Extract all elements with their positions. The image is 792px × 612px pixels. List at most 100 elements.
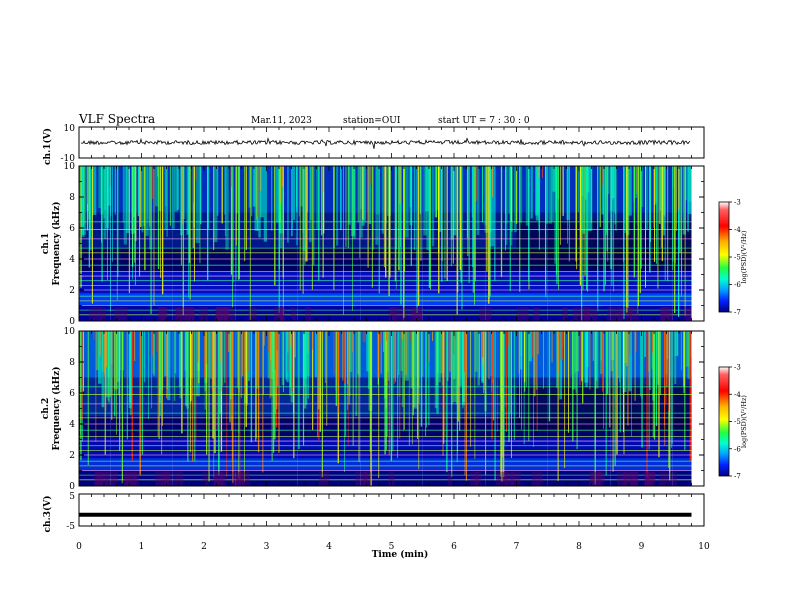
ch1-spectrogram-low-band-patch [248, 307, 257, 321]
ch2-spectrogram-low-band-patch [644, 472, 655, 486]
ch1-spectrogram-low-band-patch [157, 307, 168, 321]
ch1-spectrogram-low-band-patch [391, 307, 397, 321]
ch2-colorbar-tick-label: -4 [734, 391, 741, 399]
ch1-spectrogram-haze-strip [519, 166, 523, 223]
ch2-spectrogram-haze-strip [606, 331, 609, 395]
ch1-spectrogram-haze-strip [258, 166, 261, 238]
ch2-spectrogram-low-band-patch [94, 472, 104, 486]
ch3-ytick-top: 5 [69, 492, 75, 502]
ch2-spectrogram-low-band-patch [318, 472, 330, 486]
ch2-spectrogram-ytick-label: 0 [69, 482, 75, 492]
ch1-spectrogram-haze-strip [582, 166, 585, 234]
ch2-spectrogram-low-band-patch [355, 472, 368, 486]
start-ut-label: start UT = 7 : 30 : 0 [438, 116, 530, 126]
ch2-spectrogram-haze-strip [600, 331, 604, 374]
ch2-spectrogram-haze-strip [97, 331, 102, 384]
ch2-spectrogram-haze-strip [421, 331, 424, 377]
ch1-spectrogram-low-band-patch [280, 307, 285, 321]
ch2-spectrogram-haze-strip [128, 331, 132, 409]
x-tick-label: 0 [76, 542, 82, 552]
ch2-colorbar-label: log(PSD)(V²/Hz) [740, 395, 748, 448]
ch1-spectrogram-haze-strip [587, 166, 592, 232]
ch1-spectrogram-low-band-patch [216, 307, 230, 321]
ch1-spectrogram-low-band-patch [274, 307, 284, 321]
ch1-spectrogram-haze-strip [166, 166, 168, 237]
ch2-spectrogram-low-band-patch [616, 472, 631, 486]
figure-title: VLF Spectra [78, 112, 155, 126]
ch1-colorbar-tick-label: -7 [734, 309, 741, 317]
ch2-spectrogram-haze-strip [525, 331, 527, 387]
ch2-spectrogram-haze-strip [167, 331, 171, 401]
ch2-spectrogram-haze-strip [458, 331, 463, 386]
ch2-spectrogram-haze-strip [455, 331, 458, 405]
ch1-spectrogram-low-band-patch [290, 307, 296, 321]
x-axis-title: Time (min) [372, 549, 429, 560]
ch2-spectrogram-haze-strip [195, 331, 200, 397]
ch2-spectrogram-low-band-patch [362, 472, 372, 486]
ch2-spectrogram-haze-strip [179, 331, 182, 399]
ch2-spectrogram-low-band-patch [155, 472, 164, 486]
ch2-spectrogram-haze-strip [255, 331, 260, 389]
ch1-spectrogram-low-band-patch [174, 307, 182, 321]
ch1-spectrogram-ytick-label: 8 [69, 193, 75, 203]
ch1-spectrogram-haze-strip [684, 166, 688, 201]
ch2-spectrogram-low-band-patch [623, 472, 628, 486]
ch1-spectrogram-haze-strip [368, 166, 372, 225]
ch1-spectrogram-haze-strip [104, 166, 107, 218]
ch1-spectrogram-low-band-patch [408, 307, 423, 321]
ch2-spectrogram-low-band-patch [129, 472, 139, 486]
ch1-spectrogram-haze-strip [263, 166, 267, 242]
ch2-spectrogram-haze-strip [159, 331, 163, 417]
ch1-spectrogram-haze-strip [351, 166, 355, 237]
ch2-spectrogram-haze-strip [143, 331, 146, 383]
ch2-spectrogram-haze-strip [101, 331, 105, 408]
ch1-spectrogram-haze-strip [654, 166, 658, 203]
ch2-spectrogram-low-band-patch [105, 472, 113, 486]
ch2-spectrogram-haze-strip [652, 331, 656, 401]
ch2-spectrogram-low-band-patch [532, 472, 543, 486]
ch1-spectrogram-low-band-patch [184, 307, 196, 321]
ch2-spectrogram-haze-strip [559, 331, 563, 400]
ch1-spectrogram-low-band-patch [159, 307, 167, 321]
ch2-spectrogram-haze-strip [628, 331, 632, 392]
ch1-spectrogram-haze-strip [176, 166, 180, 210]
ch1-spectrogram-low-band-patch [628, 307, 639, 321]
ch1-spectrogram-haze-strip [645, 166, 649, 230]
ch1-spectrogram-haze-strip [126, 166, 130, 234]
ch1-spectrogram-haze-strip [525, 166, 530, 226]
ch2-spectrogram-haze-strip [617, 331, 620, 379]
ch1-spectrogram-haze-strip [413, 166, 416, 251]
ch2-spectrogram-low-band-patch [645, 472, 656, 486]
ch1-spectrogram-haze-strip [300, 166, 303, 207]
ch2-spectrogram-haze-strip [267, 331, 272, 379]
ch2-spectrogram-low-band-patch [628, 472, 639, 486]
ch2-spectrogram-haze-strip [387, 331, 390, 373]
ch2-spectrogram-low-band-patch [388, 472, 395, 486]
ch1-waveform-ylabel: ch.1(V) [42, 128, 53, 165]
ch2-spectrogram-low-band-patch [590, 472, 600, 486]
x-tick-label: 10 [698, 542, 710, 552]
ch2-spectrogram-low-band-patch [123, 472, 129, 486]
ch2-colorbar-tick-label: -3 [734, 364, 741, 372]
ch2-spectrogram-haze-strip [477, 331, 480, 386]
ch2-spectrogram-haze-strip [315, 331, 317, 378]
ch2-spectrogram-haze-strip [401, 331, 405, 407]
ch1-spectrogram-low-band-patch [585, 307, 598, 321]
ch1-spectrogram-haze-strip [298, 166, 300, 217]
ch2-spectrogram-haze-strip [674, 331, 677, 384]
ch1-spectrogram-haze-strip [550, 166, 554, 222]
ch1-spectrogram-ylabel: ch.1Frequency (kHz) [41, 201, 62, 285]
ch1-spectrogram-low-band-patch [180, 307, 194, 321]
ch3-waveform-ylabel: ch.3(V) [42, 496, 53, 533]
ch2-spectrogram-haze-strip [405, 331, 409, 381]
x-tick-label: 9 [639, 542, 645, 552]
date-label: Mar.11, 2023 [251, 116, 312, 126]
ch2-spectrogram-low-band-patch [447, 472, 453, 486]
ch1-spectrogram-ytick-label: 2 [69, 286, 75, 296]
ch2-spectrogram-low-band-patch [475, 472, 482, 486]
ch2-spectrogram-haze-strip [357, 331, 360, 375]
ch1-spectrogram-haze-strip [535, 166, 539, 216]
ch1-spectrogram-haze-strip [633, 166, 638, 199]
ch2-spectrogram-haze-strip [397, 331, 400, 375]
ch1-spectrogram-haze-strip [613, 166, 615, 213]
